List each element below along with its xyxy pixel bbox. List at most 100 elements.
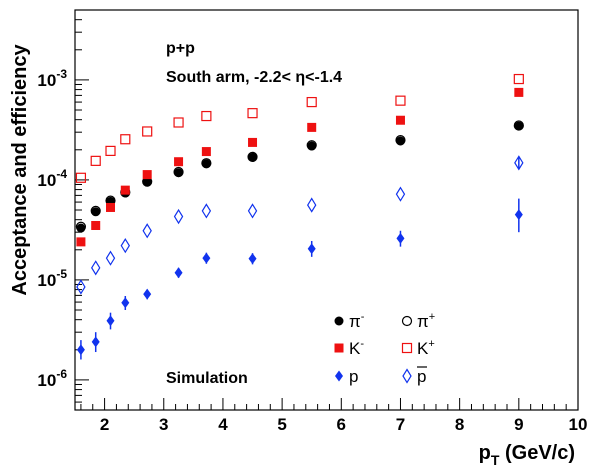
data-point [247, 108, 258, 119]
series-filled-square [76, 87, 524, 247]
series-open-square [75, 73, 524, 183]
y-tick-label: 10-3 [37, 67, 67, 90]
x-axis-title: pT (GeV/c) [479, 442, 575, 468]
series-open-diamond [76, 155, 524, 295]
data-point [105, 145, 116, 156]
x-tick-label: 9 [514, 415, 523, 434]
data-point [248, 253, 257, 265]
data-point [173, 166, 184, 178]
data-point [106, 202, 116, 212]
data-point [75, 221, 87, 232]
data-point [91, 336, 100, 348]
data-point [395, 95, 406, 106]
legend-label: p [417, 367, 426, 386]
x-tick-label: 3 [159, 415, 168, 434]
data-point [395, 115, 405, 125]
data-point [514, 155, 524, 171]
data-point [76, 279, 86, 295]
annotation-system: p+p [166, 40, 195, 57]
data-marks [75, 73, 524, 360]
data-point [396, 232, 405, 244]
legend-label: π+ [417, 311, 435, 331]
data-point [201, 159, 211, 169]
legend-marker [335, 370, 343, 382]
data-point [90, 205, 101, 216]
data-point [91, 260, 101, 276]
data-point [106, 315, 115, 327]
data-point [120, 134, 131, 145]
data-point [91, 207, 101, 217]
axes: 2 3 4 5 6 7 8 9 10 10-6 10-5 10-4 10-3 [37, 19, 588, 434]
data-point [120, 185, 130, 195]
legend-marker [334, 316, 344, 326]
data-point [395, 135, 406, 146]
x-tick-label: 10 [569, 415, 588, 434]
data-point [173, 117, 184, 128]
annotation-arm: South arm, -2.2< η<-1.4 [166, 69, 342, 86]
series-filled-diamond [76, 198, 523, 360]
x-tick-label: 5 [277, 415, 286, 434]
data-point [513, 120, 524, 131]
data-point [306, 96, 317, 108]
x-tick-label: 8 [455, 415, 464, 434]
series-filled-circle [76, 121, 524, 233]
data-point [248, 137, 258, 147]
data-point [201, 147, 211, 157]
x-tick-label: 2 [100, 415, 109, 434]
data-point [514, 209, 523, 221]
data-point [201, 110, 212, 122]
data-point [514, 87, 524, 97]
data-point [120, 238, 131, 254]
data-point [247, 151, 258, 162]
x-tick-label: 4 [218, 415, 228, 434]
y-tick-label: 10-5 [37, 267, 67, 290]
legend-marker [401, 315, 413, 327]
legend-label: π- [349, 311, 365, 331]
data-point [513, 73, 524, 85]
y-tick-label: 10-4 [37, 167, 67, 190]
data-point [201, 203, 212, 219]
data-point [121, 297, 130, 309]
data-point [142, 177, 152, 187]
y-tick-label: 10-6 [37, 367, 67, 390]
series-open-circle [75, 120, 524, 232]
data-point [91, 220, 101, 230]
legend-marker [334, 343, 344, 353]
data-point [247, 203, 258, 219]
legend-marker [402, 368, 412, 384]
legend: π-π+ K- K+ p p [334, 311, 435, 386]
data-point [514, 121, 524, 131]
data-point [307, 197, 317, 213]
data-point [307, 141, 317, 151]
data-point [75, 172, 87, 183]
data-point [105, 250, 116, 266]
data-point [174, 157, 184, 167]
data-point [142, 170, 152, 180]
data-point [201, 158, 212, 169]
data-point [76, 237, 86, 247]
data-point [142, 223, 152, 239]
x-tick-label: 6 [337, 415, 346, 434]
data-point [248, 152, 258, 162]
data-point [395, 136, 405, 146]
data-point [90, 155, 101, 166]
y-axis-title: Acceptance and efficiency [9, 44, 31, 296]
annotation-simulation: Simulation [166, 370, 248, 387]
data-point [306, 140, 317, 151]
data-point [76, 344, 85, 356]
data-point [142, 126, 153, 137]
data-point [173, 208, 184, 225]
data-point [202, 252, 211, 264]
data-point [307, 122, 317, 132]
data-point [307, 243, 316, 255]
data-point [143, 288, 152, 300]
legend-marker [401, 342, 413, 354]
data-point [174, 168, 184, 178]
x-tick-label: 7 [396, 415, 405, 434]
legend-label: K- [349, 338, 364, 358]
legend-label: p [349, 367, 358, 386]
data-point [395, 186, 406, 202]
data-point [174, 267, 183, 279]
legend-label: K+ [417, 338, 435, 358]
